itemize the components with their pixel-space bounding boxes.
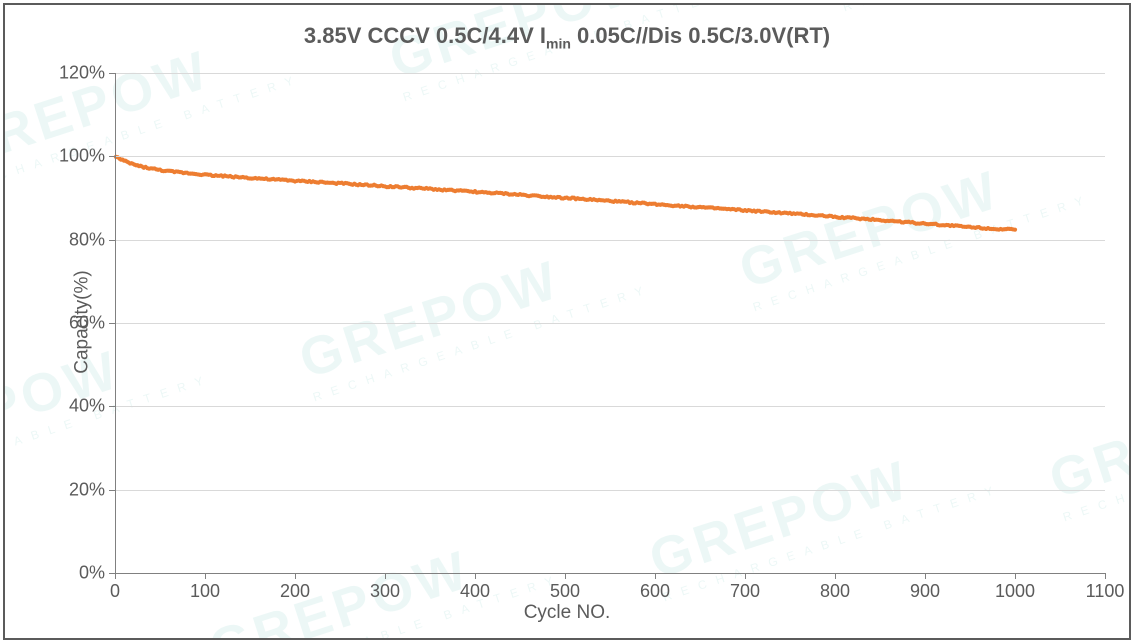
gridline [115,73,1105,74]
x-tick-label: 1100 [1086,581,1125,602]
y-tick-label: 100% [59,146,105,167]
x-tick [115,573,116,579]
x-tick [745,573,746,579]
x-tick-label: 200 [280,581,310,602]
x-tick-label: 0 [110,581,120,602]
plot-area: 0%20%40%60%80%100%120%010020030040050060… [115,73,1105,573]
x-tick-label: 400 [460,581,490,602]
title-pre: 3.85V CCCV 0.5C/4.4V I [304,23,546,48]
gridline [115,323,1105,324]
x-tick-label: 100 [190,581,220,602]
title-sub: min [546,35,571,51]
gridline [115,573,1105,574]
gridline [115,240,1105,241]
x-tick [1015,573,1016,579]
gridline [115,406,1105,407]
gridline [115,156,1105,157]
y-tick-label: 80% [69,229,105,250]
chart-title: 3.85V CCCV 0.5C/4.4V Imin 0.05C//Dis 0.5… [5,23,1129,51]
x-axis-title: Cycle NO. [5,602,1129,624]
x-tick-label: 500 [550,581,580,602]
x-tick-label: 800 [820,581,850,602]
y-tick-label: 60% [69,313,105,334]
gridline [115,490,1105,491]
watermark: GREPOWRECHARGEABLE BATTERY [822,5,1129,14]
y-axis-line [115,73,116,573]
x-tick [1105,573,1106,579]
x-tick [835,573,836,579]
x-tick-label: 1000 [995,581,1035,602]
y-tick-label: 0% [79,563,105,584]
y-tick-label: 20% [69,479,105,500]
x-tick-label: 700 [730,581,760,602]
x-tick-label: 600 [640,581,670,602]
y-tick-label: 40% [69,396,105,417]
x-tick [475,573,476,579]
x-tick [565,573,566,579]
x-tick [295,573,296,579]
x-tick-label: 300 [370,581,400,602]
chart-frame: GREPOWRECHARGEABLE BATTERY GREPOWRECHARG… [3,3,1131,640]
x-tick [655,573,656,579]
x-tick-label: 900 [910,581,940,602]
y-tick-label: 120% [59,63,105,84]
x-tick [385,573,386,579]
title-post: 0.05C//Dis 0.5C/3.0V(RT) [571,23,830,48]
x-tick [205,573,206,579]
x-tick [925,573,926,579]
